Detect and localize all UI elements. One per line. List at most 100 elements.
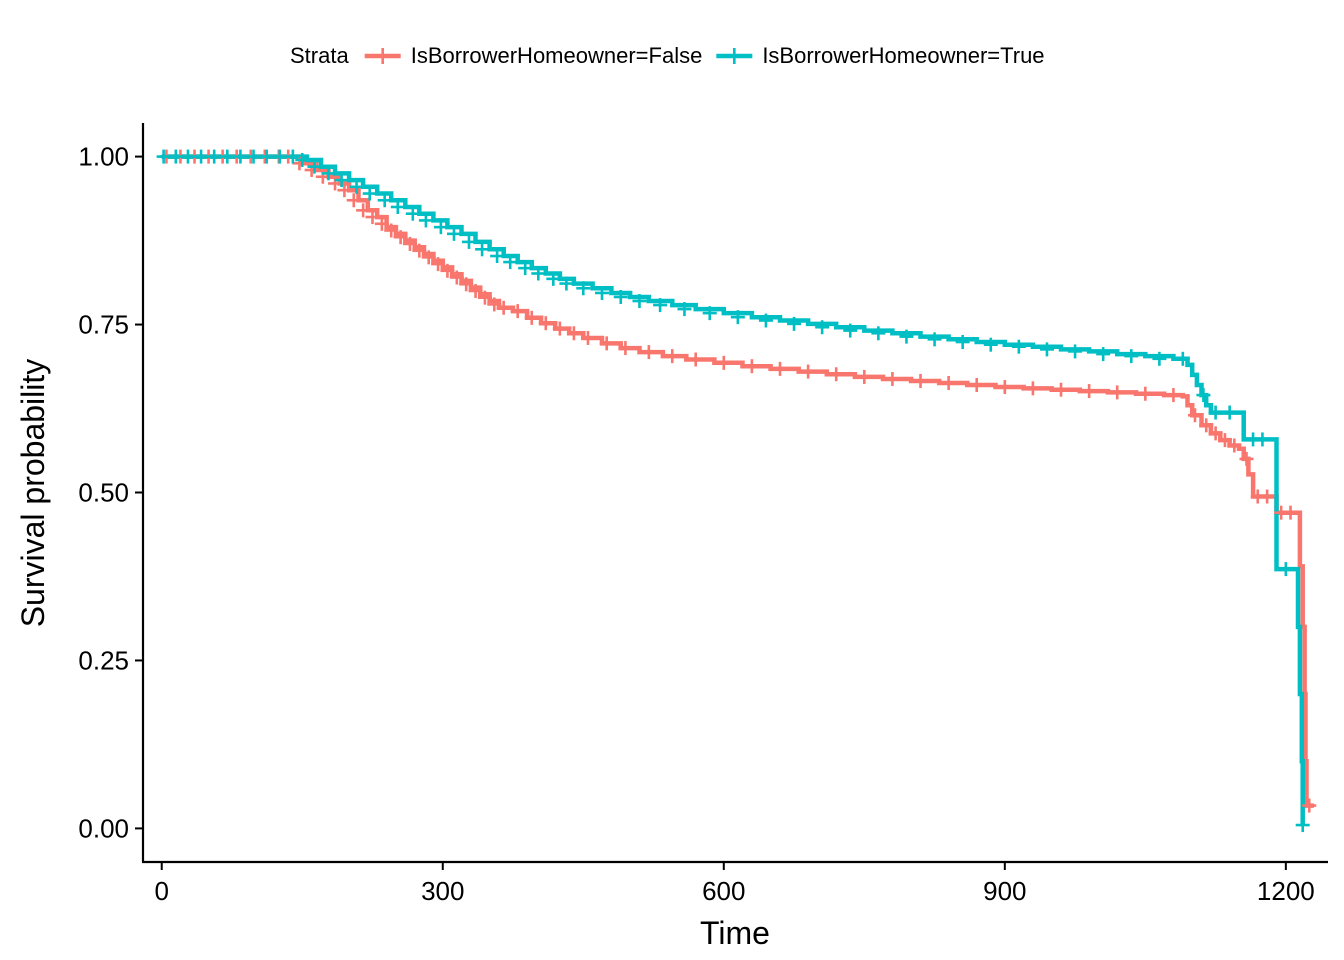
censor-mark — [546, 271, 561, 286]
censor-mark — [1255, 432, 1270, 447]
censor-mark — [913, 373, 928, 388]
censor-mark — [433, 220, 448, 235]
y-tick-label: 0.50 — [78, 478, 129, 508]
censor-mark — [447, 226, 462, 241]
censor-mark — [496, 300, 511, 315]
censor-mark — [1208, 405, 1223, 420]
censor-mark — [815, 320, 830, 335]
censor-mark — [259, 149, 274, 164]
censor-mark — [524, 310, 539, 325]
censor-mark — [233, 149, 248, 164]
censor-mark — [346, 193, 361, 208]
censor-mark — [1283, 505, 1298, 520]
censor-mark — [1260, 489, 1275, 504]
censor-mark — [677, 302, 692, 317]
censor-mark — [518, 261, 533, 276]
censor-mark — [405, 206, 420, 221]
censor-mark — [1054, 382, 1069, 397]
censor-mark — [1138, 386, 1153, 401]
censor-mark — [349, 179, 364, 194]
censor-mark — [393, 230, 408, 245]
censor-mark — [1222, 405, 1237, 420]
censor-mark — [1110, 385, 1125, 400]
censor-mark — [599, 336, 614, 351]
censor-mark — [1278, 562, 1293, 577]
censor-mark — [440, 263, 455, 278]
censor-mark — [459, 277, 474, 292]
censor-mark — [899, 329, 914, 344]
censor-mark — [374, 216, 389, 231]
censor-mark — [362, 186, 377, 201]
x-tick-label: 1200 — [1257, 876, 1315, 906]
legend-label: IsBorrowerHomeowner=True — [762, 43, 1044, 68]
censor-mark — [377, 193, 392, 208]
censor-mark — [955, 335, 970, 350]
censor-mark — [857, 369, 872, 384]
censor-mark — [772, 361, 787, 376]
censor-marks — [156, 149, 1317, 833]
censor-mark — [328, 176, 343, 191]
censor-mark — [1082, 384, 1097, 399]
censor-mark — [365, 210, 380, 225]
censor-mark — [538, 316, 553, 331]
censor-mark — [829, 367, 844, 382]
censor-mark — [1187, 408, 1202, 423]
censor-mark — [1217, 433, 1232, 448]
censor-mark — [220, 149, 235, 164]
censor-mark — [194, 149, 209, 164]
legend-item-1: IsBorrowerHomeowner=True — [716, 43, 1045, 68]
censor-mark — [885, 371, 900, 386]
censor-mark — [1011, 339, 1026, 354]
survival-curve-0 — [161, 154, 1314, 808]
x-tick-label: 900 — [983, 876, 1026, 906]
censor-mark — [1302, 798, 1317, 813]
y-tick-label: 1.00 — [78, 142, 129, 172]
y-axis-title: Survival probability — [15, 359, 51, 628]
censor-mark — [566, 326, 581, 341]
censor-mark — [983, 337, 998, 352]
censor-mark — [412, 243, 427, 258]
censor-mark — [758, 313, 773, 328]
censor-mark — [1196, 388, 1211, 403]
censor-mark — [292, 156, 307, 171]
censor-mark — [1166, 388, 1181, 403]
survival-curves — [161, 154, 1314, 825]
legend-label: IsBorrowerHomeowner=False — [411, 43, 703, 68]
x-axis-title: Time — [700, 915, 770, 951]
censor-mark — [421, 250, 436, 265]
censor-mark — [1152, 351, 1167, 366]
censor-mark — [559, 276, 574, 291]
censor-mark — [618, 341, 633, 356]
censor-mark — [665, 349, 680, 364]
censor-mark — [997, 380, 1012, 395]
censor-mark — [531, 266, 546, 281]
censor-mark — [1068, 344, 1083, 359]
censor-mark — [1025, 381, 1040, 396]
censor-mark — [1295, 818, 1310, 833]
censor-mark — [1199, 418, 1214, 433]
x-axis-ticks: 0 300 600 900 1200 — [155, 862, 1315, 906]
y-tick-label: 0.75 — [78, 310, 129, 340]
censor-mark — [871, 326, 886, 341]
censor-mark — [1039, 342, 1054, 357]
censor-mark — [334, 173, 349, 188]
censor-mark — [295, 152, 310, 167]
censor-mark — [716, 355, 731, 370]
censor-mark — [653, 298, 668, 313]
censor-mark — [390, 199, 405, 214]
censor-mark — [1124, 349, 1139, 364]
censor-mark — [801, 364, 816, 379]
censor-mark — [321, 166, 336, 181]
censor-mark — [552, 321, 567, 336]
censor-mark — [384, 223, 399, 238]
censor-mark — [461, 234, 476, 249]
y-tick-label: 0.00 — [78, 813, 129, 843]
legend-item-0: IsBorrowerHomeowner=False — [364, 43, 703, 68]
censor-mark — [1175, 351, 1190, 366]
censor-mark — [475, 242, 490, 257]
censor-mark — [207, 149, 222, 164]
censor-mark — [576, 281, 591, 296]
censor-mark — [449, 270, 464, 285]
y-tick-label: 0.25 — [78, 645, 129, 675]
